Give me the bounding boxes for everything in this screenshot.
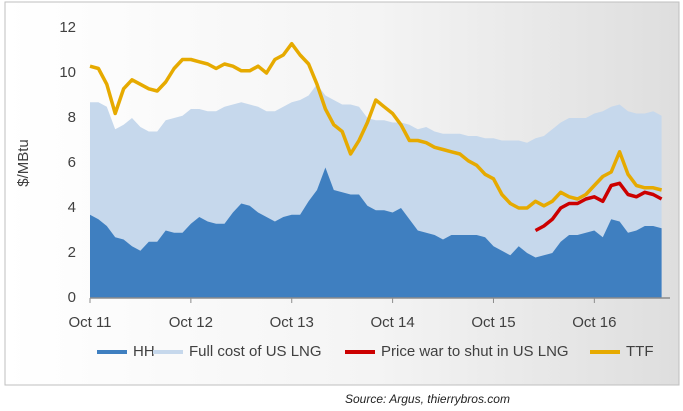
y-tick-label: 6 xyxy=(68,154,76,171)
x-tick-label: Oct 13 xyxy=(270,314,314,331)
legend-label: Full cost of US LNG xyxy=(189,343,322,360)
x-tick-label: Oct 12 xyxy=(169,314,213,331)
x-tick-label: Oct 11 xyxy=(68,314,111,331)
y-tick-label: 0 xyxy=(68,289,76,306)
legend-label: TTF xyxy=(626,343,654,360)
y-tick-label: 12 xyxy=(59,19,76,36)
x-tick-label: Oct 15 xyxy=(471,314,515,331)
line xyxy=(534,181,663,233)
y-tick-label: 8 xyxy=(68,109,76,126)
legend-label: Price war to shut in US LNG xyxy=(381,343,569,360)
y-tick-label: 2 xyxy=(68,244,76,261)
legend-label: HH xyxy=(133,343,155,360)
source-note: Source: Argus, thierrybros.com xyxy=(345,392,510,406)
area xyxy=(90,167,662,298)
y-axis-label: $/MBtu xyxy=(15,139,32,187)
x-tick-label: Oct 14 xyxy=(371,314,415,331)
x-tick-label: Oct 16 xyxy=(572,314,616,331)
line xyxy=(89,41,663,210)
y-tick-label: 4 xyxy=(68,199,76,216)
y-tick-label: 10 xyxy=(59,64,76,81)
